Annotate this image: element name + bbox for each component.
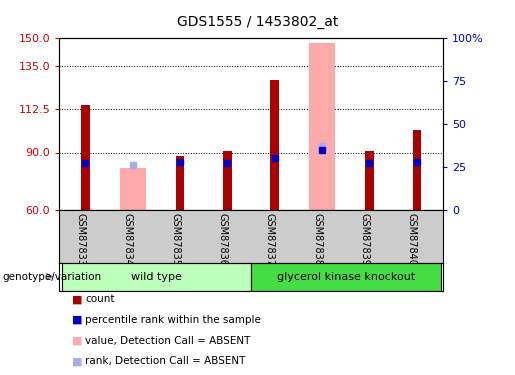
Text: genotype/variation: genotype/variation [3, 272, 101, 282]
Text: GDS1555 / 1453802_at: GDS1555 / 1453802_at [177, 15, 338, 29]
Text: wild type: wild type [131, 272, 182, 282]
Bar [119, 168, 146, 210]
Bar [81, 105, 90, 210]
Text: rank, Detection Call = ABSENT: rank, Detection Call = ABSENT [85, 356, 245, 366]
Bar [270, 80, 279, 210]
Text: GSM87839: GSM87839 [359, 213, 369, 266]
Text: GSM87835: GSM87835 [170, 213, 180, 266]
Bar [365, 151, 374, 210]
Bar [251, 262, 440, 291]
Text: ■: ■ [72, 356, 82, 366]
Bar [413, 129, 421, 210]
Text: GSM87834: GSM87834 [123, 213, 133, 266]
Text: value, Detection Call = ABSENT: value, Detection Call = ABSENT [85, 336, 250, 346]
Text: GSM87833: GSM87833 [75, 213, 85, 266]
Text: ■: ■ [72, 315, 82, 325]
Text: ■: ■ [72, 336, 82, 346]
Text: GSM87837: GSM87837 [265, 213, 274, 266]
Text: count: count [85, 294, 114, 304]
Bar [309, 43, 335, 210]
Text: GSM87838: GSM87838 [312, 213, 322, 266]
Bar [176, 156, 184, 210]
Text: percentile rank within the sample: percentile rank within the sample [85, 315, 261, 325]
Text: GSM87840: GSM87840 [407, 213, 417, 266]
Bar [62, 262, 251, 291]
Text: ■: ■ [72, 294, 82, 304]
Bar [223, 151, 232, 210]
Text: GSM87836: GSM87836 [217, 213, 228, 266]
Text: glycerol kinase knockout: glycerol kinase knockout [277, 272, 415, 282]
